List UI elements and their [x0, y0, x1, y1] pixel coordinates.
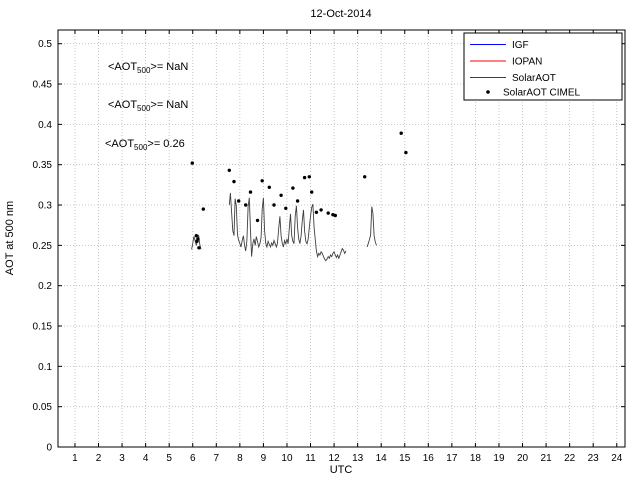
solaraot-cimel-point — [284, 206, 288, 210]
chart-title: 12-Oct-2014 — [310, 8, 371, 20]
y-tick-label: 0.25 — [33, 241, 53, 252]
x-tick-label: 20 — [517, 453, 529, 464]
x-tick-label: 12 — [329, 453, 341, 464]
x-tick-label: 21 — [541, 453, 553, 464]
mean-aot-solaraot-annotation: <AOT500>= 0.26 — [105, 138, 185, 152]
solaraot-cimel-point — [319, 208, 323, 212]
solaraot-cimel-point — [291, 186, 295, 190]
solaraot-cimel-point — [399, 131, 403, 135]
annotation-text: >= NaN — [150, 61, 188, 73]
annotation-subscript: 500 — [137, 104, 151, 113]
x-tick-label: 6 — [190, 453, 196, 464]
y-tick-label: 0.05 — [33, 402, 53, 413]
solaraot-cimel-point — [201, 207, 205, 211]
legend-label-solaraot: SolarAOT — [512, 73, 556, 84]
solaraot-cimel-point — [307, 175, 311, 179]
legend-marker-cimel — [486, 90, 490, 94]
y-axis-label: AOT at 500 nm — [4, 201, 16, 275]
solaraot-cimel-point — [267, 185, 271, 189]
x-tick-label: 5 — [166, 453, 172, 464]
solaraot-cimel-point — [190, 161, 194, 165]
solaraot-cimel-point — [302, 175, 307, 180]
y-tick-label: 0.2 — [38, 281, 52, 292]
annotation-subscript: 500 — [134, 143, 148, 152]
y-tick-label: 0.5 — [38, 39, 52, 50]
y-tick-label: 0.15 — [33, 322, 53, 333]
solaraot-cimel-point — [194, 234, 198, 238]
x-tick-label: 13 — [352, 453, 364, 464]
solaraot-cimel-point — [295, 199, 300, 203]
solaraot-cimel-point — [260, 179, 264, 183]
solaraot-cimel-point — [279, 193, 283, 197]
solaraot-cimel-point — [196, 237, 200, 241]
solaraot-line — [366, 206, 377, 248]
y-tick-label: 0 — [46, 443, 52, 454]
y-tick-label: 0.3 — [38, 201, 52, 212]
legend-label-iopan: IOPAN — [512, 57, 542, 68]
x-tick-label: 22 — [564, 453, 576, 464]
solaraot-cimel-point — [255, 218, 260, 223]
mean-aot-igf-annotation: <AOT500>= NaN — [108, 61, 188, 75]
solaraot-cimel-point — [248, 190, 253, 194]
x-tick-label: 17 — [446, 453, 458, 464]
solaraot-cimel-point — [232, 179, 236, 184]
mean-aot-iopan-annotation: <AOT500>= NaN — [108, 99, 188, 113]
legend: IGF IOPAN SolarAOT SolarAOT CIMEL — [463, 32, 623, 101]
solaraot-cimel-point — [404, 150, 408, 155]
x-tick-label: 14 — [376, 453, 388, 464]
solaraot-cimel-point — [326, 211, 330, 215]
x-tick-label: 1 — [72, 453, 78, 464]
x-tick-label: 9 — [261, 453, 267, 464]
y-tick-label: 0.45 — [33, 80, 53, 91]
x-tick-label: 18 — [470, 453, 482, 464]
y-tick-label: 0.1 — [38, 362, 52, 373]
solaraot-cimel-point — [310, 190, 314, 194]
x-axis-label: UTC — [330, 464, 353, 476]
x-tick-label: 2 — [96, 453, 102, 464]
x-tick-label: 23 — [588, 453, 600, 464]
x-tick-label: 15 — [399, 453, 411, 464]
annotation-text: <AOT — [108, 99, 137, 111]
solaraot-line — [191, 234, 202, 250]
x-tick-label: 7 — [214, 453, 220, 464]
axes-box — [57, 29, 626, 448]
solaraot-cimel-point — [272, 203, 276, 207]
solaraot-cimel-point — [227, 168, 231, 172]
legend-label-cimel: SolarAOT CIMEL — [503, 88, 580, 99]
annotation-subscript: 500 — [137, 66, 151, 75]
x-tick-label: 24 — [611, 453, 623, 464]
solaraot-line — [228, 192, 347, 262]
solaraot-cimel-point — [314, 210, 319, 214]
x-tick-label: 3 — [119, 453, 125, 464]
annotation-text: >= 0.26 — [147, 138, 184, 150]
solaraot-cimel-point — [244, 203, 248, 207]
plot-area: 1 2 3 4 5 6 7 8 9 10 11 12 13 14 15 16 17 18 19 20 21 22 23 240… — [33, 29, 626, 464]
solaraot-cimel-point — [197, 246, 201, 250]
x-tick-label: 4 — [143, 453, 149, 464]
solaraot-cimel-point — [363, 175, 367, 179]
y-tick-label: 0.4 — [38, 120, 52, 131]
x-tick-label: 8 — [237, 453, 243, 464]
x-tick-label: 16 — [423, 453, 435, 464]
annotation-text: <AOT — [108, 61, 137, 73]
x-tick-label: 11 — [305, 453, 316, 464]
solaraot-cimel-point — [237, 199, 241, 203]
x-tick-label: 19 — [493, 453, 505, 464]
x-tick-label: 10 — [281, 453, 293, 464]
legend-label-igf: IGF — [512, 40, 529, 51]
solaraot-cimel-point — [333, 213, 337, 218]
annotation-text: >= NaN — [150, 99, 188, 111]
annotation-text: <AOT — [105, 138, 134, 150]
y-tick-label: 0.35 — [33, 160, 53, 171]
